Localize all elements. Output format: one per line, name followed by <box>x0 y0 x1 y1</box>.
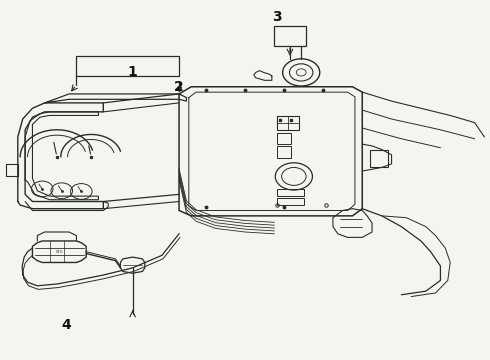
Bar <box>277 116 299 130</box>
Bar <box>277 198 304 205</box>
Bar <box>277 189 304 196</box>
Text: 4: 4 <box>62 318 72 332</box>
Bar <box>76 56 179 76</box>
Bar <box>277 146 292 158</box>
Text: GTO: GTO <box>55 250 63 254</box>
Bar <box>274 26 306 45</box>
Text: 3: 3 <box>272 10 282 24</box>
Text: 1: 1 <box>128 66 138 80</box>
Bar <box>369 150 388 167</box>
Bar <box>277 133 292 144</box>
Text: 2: 2 <box>174 80 184 94</box>
